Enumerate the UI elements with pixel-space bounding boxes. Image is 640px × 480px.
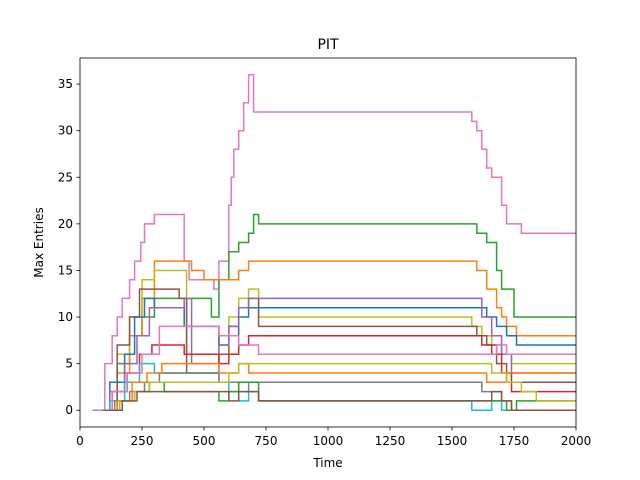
x-tick-label: 1000 <box>313 434 344 448</box>
series-layer <box>92 74 576 411</box>
x-tick-label: 500 <box>193 434 216 448</box>
y-tick-label: 25 <box>58 170 73 184</box>
x-tick-label: 250 <box>131 434 154 448</box>
y-axis-title: Max Entries <box>32 207 46 277</box>
x-tick-label: 1250 <box>375 434 406 448</box>
series-line-1 <box>92 74 576 411</box>
series-line-11 <box>97 325 576 411</box>
x-axis-title: Time <box>312 456 342 470</box>
x-tick-label: 2000 <box>561 434 592 448</box>
series-line-15 <box>104 390 576 411</box>
y-tick-label: 10 <box>58 310 73 324</box>
x-tick-label: 0 <box>76 434 84 448</box>
y-tick-label: 35 <box>58 77 73 91</box>
x-tick-label: 750 <box>255 434 278 448</box>
ticks-layer: 0 250 500 750 1000 1250 1500 1750 2000 0 5 10 15 20 25… <box>58 77 592 448</box>
x-tick-label: 1750 <box>499 434 530 448</box>
y-tick-label: 5 <box>65 357 73 371</box>
y-tick-label: 0 <box>65 403 73 417</box>
y-tick-label: 30 <box>58 124 73 138</box>
y-tick-label: 15 <box>58 263 73 277</box>
series-line-14 <box>104 362 576 411</box>
y-tick-label: 20 <box>58 217 73 231</box>
chart-title: PIT <box>317 37 339 53</box>
x-tick-label: 1500 <box>437 434 468 448</box>
